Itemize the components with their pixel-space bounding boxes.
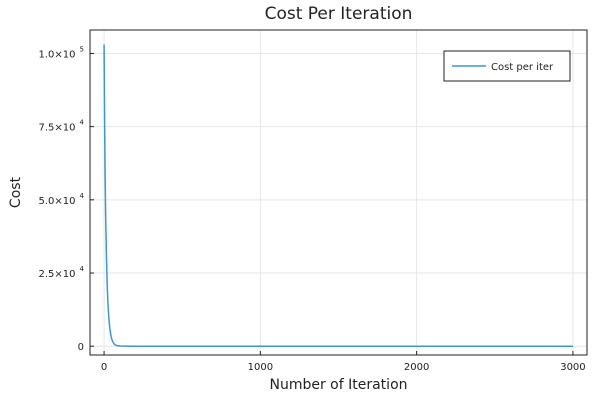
x-tick-label: 2000 [404, 362, 429, 373]
y-axis-label: Cost [8, 176, 24, 208]
y-tick-label: 1.0×10 5 [39, 45, 84, 60]
y-tick-label: 5.0×10 4 [39, 192, 85, 207]
legend: Cost per iter [443, 50, 571, 82]
plot-frame [89, 29, 588, 356]
series-line [103, 44, 573, 347]
series-layer [103, 44, 573, 347]
y-tick-label: 2.5×10 4 [39, 265, 85, 280]
x-axis-label: Number of Iteration [269, 377, 407, 393]
x-tick-label: 1000 [248, 362, 273, 373]
x-tick-label: 3000 [560, 362, 585, 373]
y-tick-label: 7.5×10 4 [39, 119, 85, 134]
y-tick-label: 0 [78, 342, 84, 353]
chart-title: Cost Per Iteration [265, 4, 413, 24]
x-tick-label: 0 [101, 362, 107, 373]
tick-layer: 0 1000 2000 3000 0 2.5×10 4 5.0×10 4 7.5×10 4 1.0×1… [39, 45, 586, 373]
legend-entry: Cost per iter [491, 62, 554, 73]
